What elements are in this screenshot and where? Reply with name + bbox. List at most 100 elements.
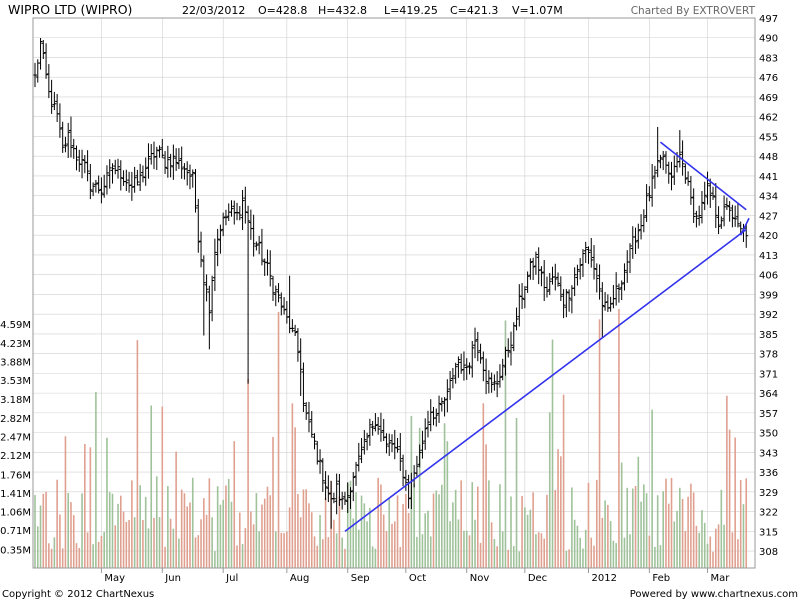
volume-bar — [214, 551, 216, 568]
volume-bar — [717, 524, 720, 568]
volume-bar — [537, 532, 540, 568]
volume-bar — [95, 391, 97, 568]
volume-bar — [587, 482, 590, 568]
volume-bar — [302, 489, 305, 568]
volume-bar — [67, 492, 70, 568]
volume-bar — [551, 339, 554, 568]
time-axis: May Jun Jul Aug Sep Oct Nov Dec 2012 Feb Mar — [100, 568, 730, 584]
volume-bar — [510, 496, 512, 568]
volume-bar — [106, 437, 108, 568]
price-tick-label: 364 — [759, 389, 778, 400]
volume-bar — [167, 486, 169, 568]
volume-bar — [86, 532, 89, 568]
volume-bar — [117, 503, 119, 568]
price-tick-label: 483 — [759, 53, 778, 64]
volume-bar — [338, 496, 341, 568]
volume-tick-label: 0.35M — [0, 545, 31, 556]
trendline — [739, 217, 750, 236]
volume-bar — [571, 487, 573, 568]
volume-bar — [208, 478, 211, 568]
volume-bar — [286, 531, 288, 568]
volume-bar — [294, 427, 296, 568]
header-open: O=428.8 — [258, 4, 307, 17]
volume-bar — [573, 519, 576, 568]
volume-bar — [360, 495, 363, 568]
volume-bar — [452, 502, 454, 568]
volume-bar — [446, 441, 449, 568]
volume-bar — [241, 544, 244, 568]
volume-bar — [723, 524, 725, 568]
volume-bar — [297, 494, 299, 568]
price-tick-label: 385 — [759, 330, 778, 341]
volume-bar — [443, 423, 446, 568]
volume-bar — [219, 504, 222, 568]
volume-bar — [283, 533, 285, 568]
volume-bar — [153, 517, 155, 568]
volume-bar — [272, 436, 274, 568]
volume-bar — [521, 495, 523, 568]
price-tick-label: 490 — [759, 34, 778, 45]
volume-bar — [396, 495, 399, 568]
volume-bar — [568, 549, 570, 568]
volume-bar — [413, 483, 415, 568]
volume-bar — [427, 510, 429, 568]
volume-bar — [230, 501, 233, 568]
plot-frame — [32, 17, 756, 569]
volume-bar — [84, 444, 86, 568]
price-tick-label: 434 — [759, 192, 778, 203]
volume-bar — [449, 521, 451, 568]
volume-bar — [341, 537, 343, 568]
volume-bar — [164, 546, 166, 568]
volume-bar — [131, 480, 133, 568]
volume-bar — [227, 478, 230, 568]
volume-bar — [100, 535, 103, 568]
volume-bar — [119, 495, 122, 568]
price-tick-label: 469 — [759, 93, 778, 104]
month-label: Oct — [409, 573, 426, 584]
volume-bar — [438, 494, 440, 568]
volume-bar — [529, 509, 532, 568]
price-tick-label: 357 — [759, 409, 778, 420]
volume-bar — [357, 529, 360, 568]
price-tick-label: 406 — [759, 271, 778, 282]
volume-bar — [493, 538, 496, 568]
copyright: Copyright © 2012 ChartNexus — [2, 589, 154, 600]
volume-bar — [324, 497, 327, 568]
volume-tick-label: 1.06M — [0, 508, 31, 519]
volume-bar — [726, 395, 728, 568]
volume-bar — [81, 493, 83, 568]
volume-bar — [261, 504, 263, 568]
volume-bar — [720, 489, 723, 568]
volume-bar — [598, 319, 601, 568]
volume-bar — [36, 526, 39, 568]
chart-title: WIPRO LTD (WIPRO) — [8, 2, 132, 17]
volume-bar — [637, 456, 640, 568]
volume-bar — [421, 534, 424, 568]
volume-bar — [654, 546, 656, 568]
volume-bar — [407, 512, 410, 568]
volume-bar — [388, 499, 391, 568]
volume-bar — [178, 538, 180, 568]
volume-bar — [172, 528, 175, 568]
volume-bar — [634, 486, 637, 568]
volume-bar — [216, 486, 219, 568]
volume-bar — [499, 484, 501, 568]
volume-bar — [222, 499, 224, 568]
volume-bar — [629, 534, 631, 568]
price-tick-label: 315 — [759, 527, 778, 538]
volume-bar — [200, 519, 202, 568]
volume-bar — [643, 484, 645, 568]
volume-bar — [623, 537, 626, 568]
volume-bar — [515, 417, 518, 568]
volume-bar — [139, 485, 141, 568]
volume-bar — [714, 528, 717, 568]
volume-bar — [299, 517, 302, 568]
volume-bar — [432, 493, 435, 568]
price-axis: 497 490 483 476 469 462 455 448 441 434 427 420 413 4… — [759, 14, 778, 558]
volume-bar — [543, 538, 546, 568]
volume-bar — [734, 437, 736, 568]
price-tick-label: 455 — [759, 132, 778, 143]
volume-bar — [169, 518, 172, 568]
volume-bar — [142, 520, 144, 568]
